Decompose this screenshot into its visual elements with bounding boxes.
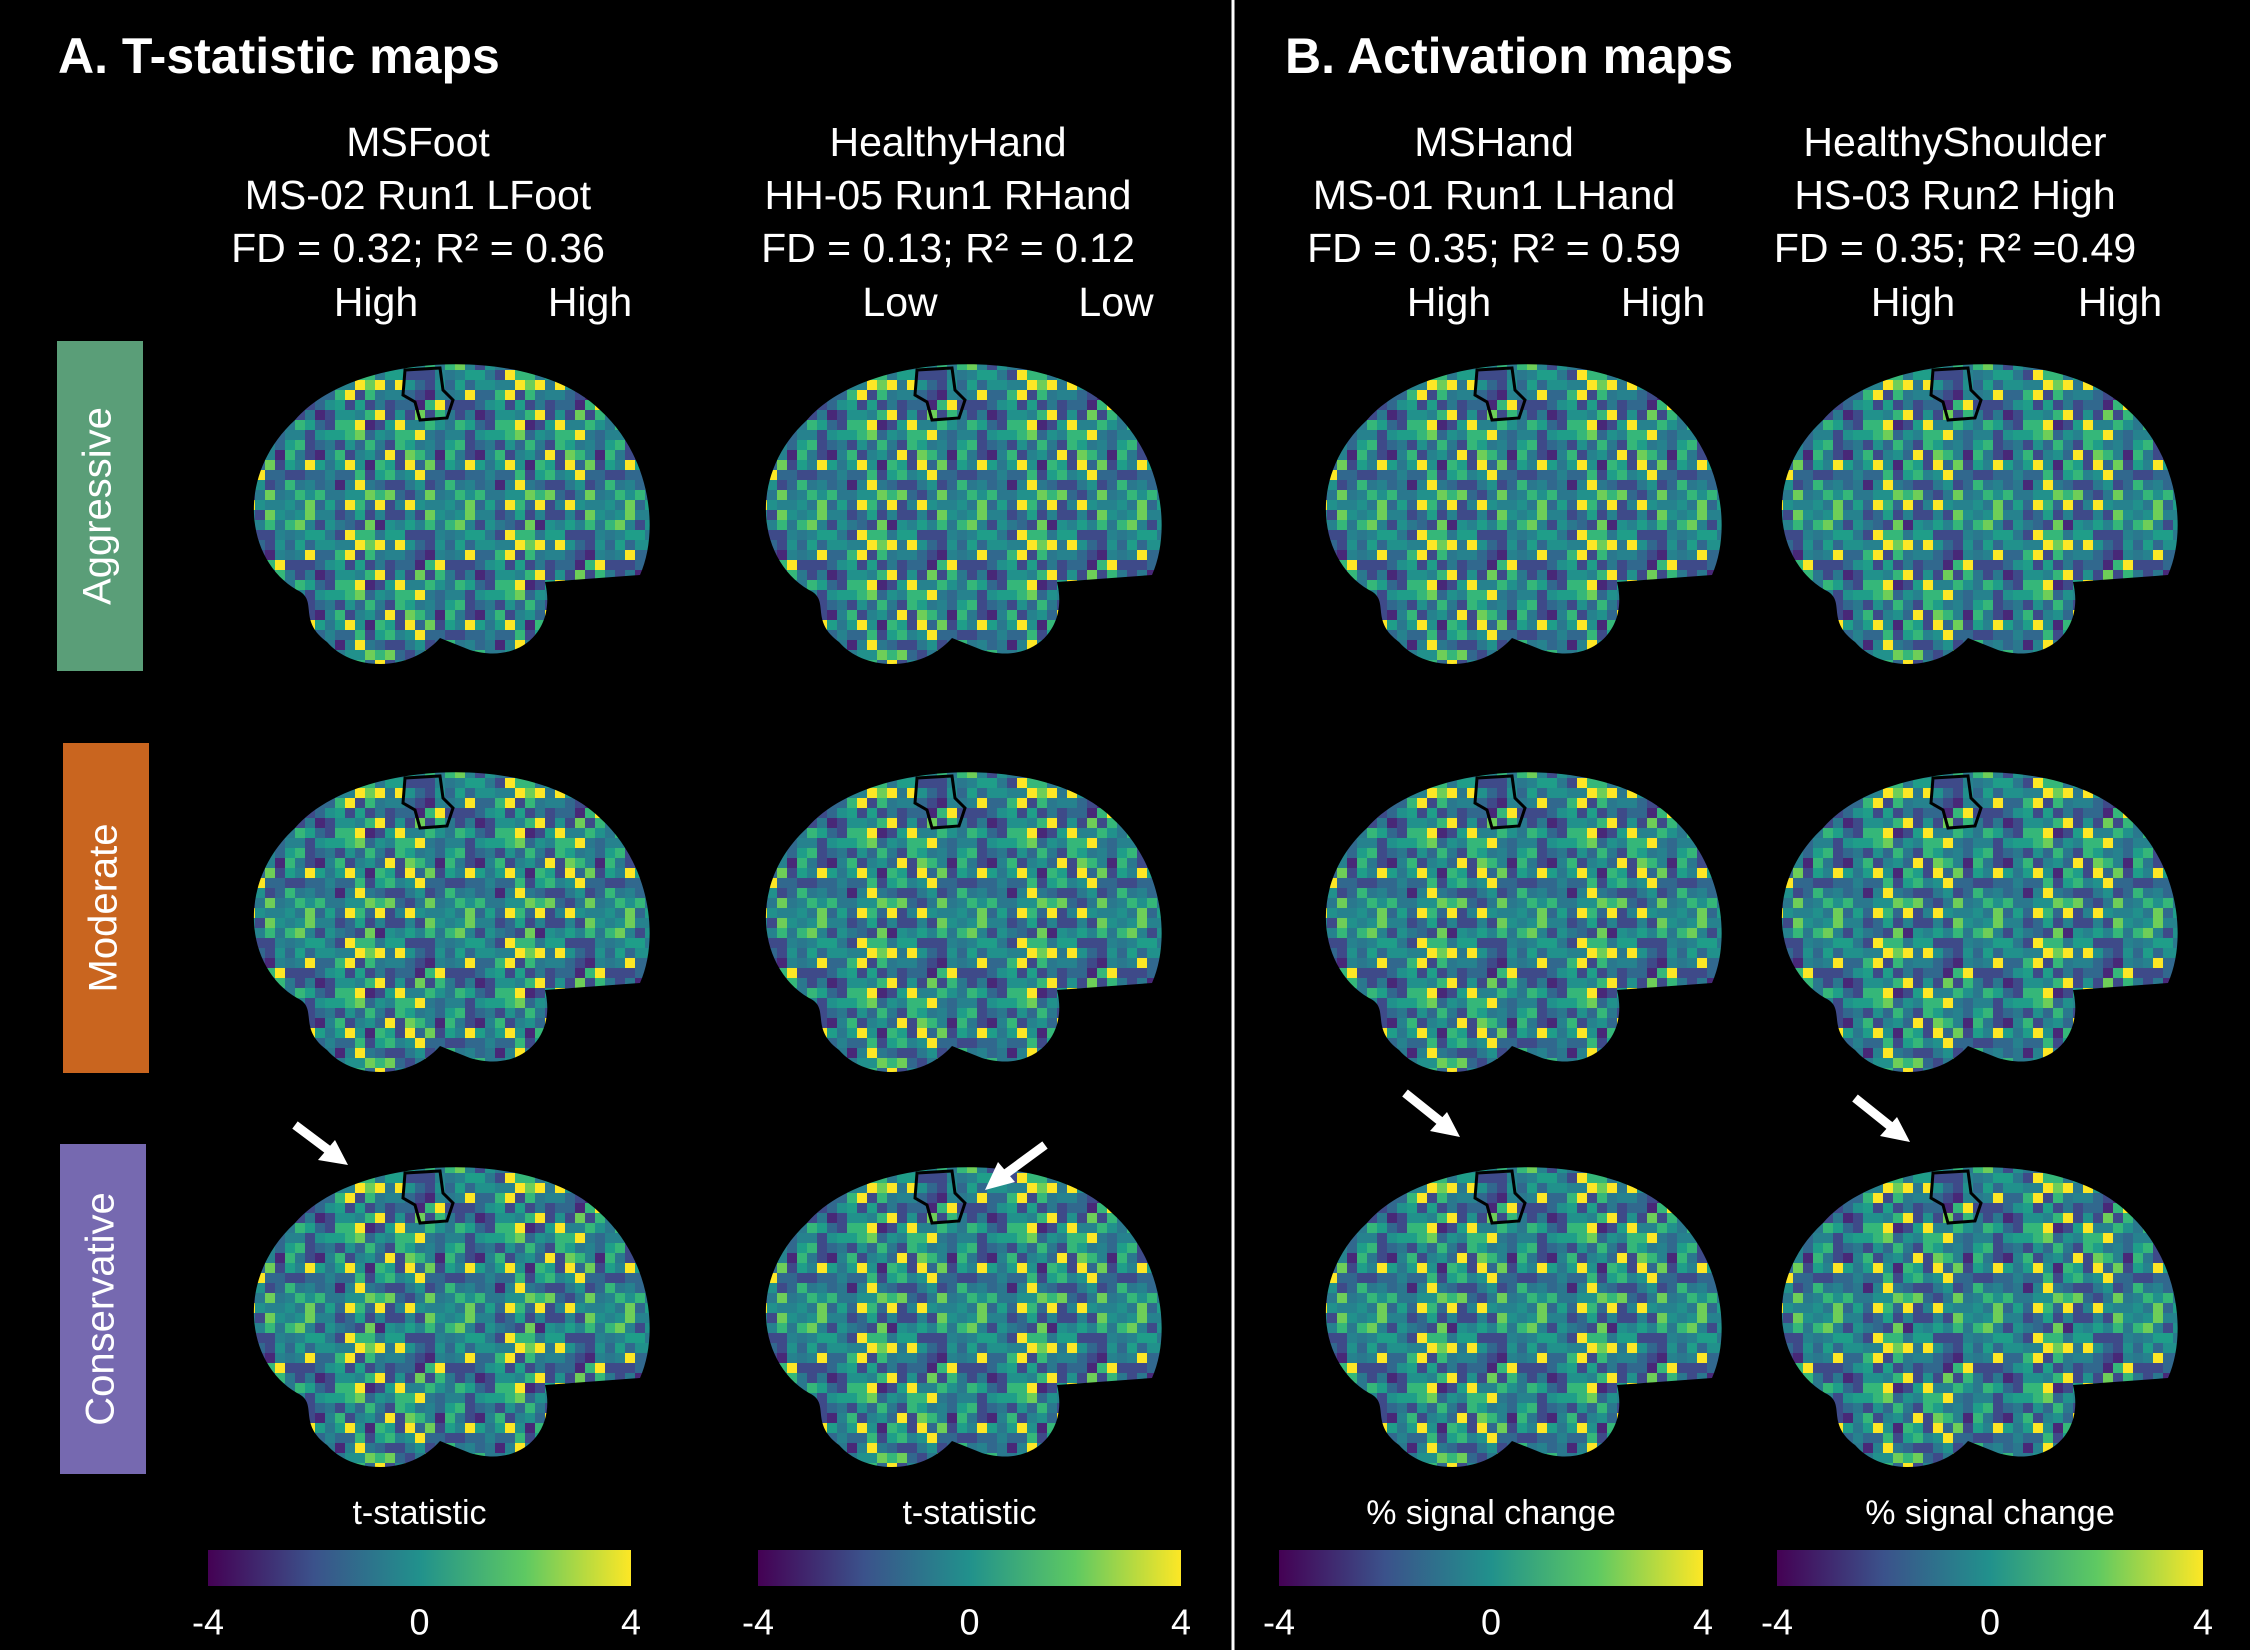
column-header: FD = 0.32; R² = 0.36 <box>231 225 605 271</box>
colorbar-label: % signal change <box>1366 1494 1616 1532</box>
column-header: HealthyHand <box>829 119 1066 165</box>
row-label: Aggressive <box>76 407 120 605</box>
column-header: FD = 0.13; R² = 0.12 <box>761 225 1135 271</box>
colorbar-label: t-statistic <box>902 1494 1036 1532</box>
panel-title: B. Activation maps <box>1285 28 1733 84</box>
row-label: Moderate <box>82 824 126 993</box>
colorbar-label: t-statistic <box>352 1494 486 1532</box>
colorbar-tick-label: -4 <box>192 1602 224 1643</box>
colorbar-tick-label: 0 <box>1980 1602 2000 1643</box>
column-header: FD = 0.35; R² = 0.59 <box>1307 225 1681 271</box>
column-header: MS-02 Run1 LFoot <box>245 172 592 218</box>
colorbar-label: % signal change <box>1865 1494 2115 1532</box>
column-header: FD = 0.35; R² =0.49 <box>1774 225 2136 271</box>
colorbar-tick-label: -4 <box>1761 1602 1793 1643</box>
column-header: HS-03 Run2 High <box>1794 172 2115 218</box>
quality-label: High <box>2078 279 2162 325</box>
panel-title: A. T-statistic maps <box>58 28 500 84</box>
quality-label: High <box>548 279 632 325</box>
colorbar <box>758 1550 1181 1586</box>
quality-label: Low <box>1078 279 1154 325</box>
arrows <box>292 1089 1910 1190</box>
colorbar <box>1279 1550 1703 1586</box>
colorbar-tick-label: 0 <box>409 1602 429 1643</box>
row-label: Conservative <box>79 1192 123 1425</box>
column-header: HealthyShoulder <box>1803 119 2106 165</box>
colorbar <box>208 1550 631 1586</box>
colorbar-tick-label: -4 <box>742 1602 774 1643</box>
colorbar-tick-label: 4 <box>2193 1602 2213 1643</box>
row-label-box <box>57 341 143 671</box>
quality-label: High <box>1407 279 1491 325</box>
colorbar-tick-label: -4 <box>1263 1602 1295 1643</box>
row-label-box <box>63 743 149 1073</box>
quality-label: High <box>334 279 418 325</box>
quality-label: Low <box>862 279 938 325</box>
row-label-box <box>60 1144 146 1474</box>
colorbar-tick-label: 4 <box>1171 1602 1191 1643</box>
column-header: HH-05 Run1 RHand <box>765 172 1132 218</box>
column-header: MS-01 Run1 LHand <box>1313 172 1675 218</box>
colorbar-tick-label: 0 <box>959 1602 979 1643</box>
column-header: MSFoot <box>346 119 490 165</box>
colorbar <box>1777 1550 2203 1586</box>
column-header: MSHand <box>1414 119 1574 165</box>
colorbar-tick-label: 0 <box>1481 1602 1501 1643</box>
quality-label: High <box>1621 279 1705 325</box>
colorbar-tick-label: 4 <box>1693 1602 1713 1643</box>
quality-label: High <box>1871 279 1955 325</box>
colorbar-tick-label: 4 <box>621 1602 641 1643</box>
